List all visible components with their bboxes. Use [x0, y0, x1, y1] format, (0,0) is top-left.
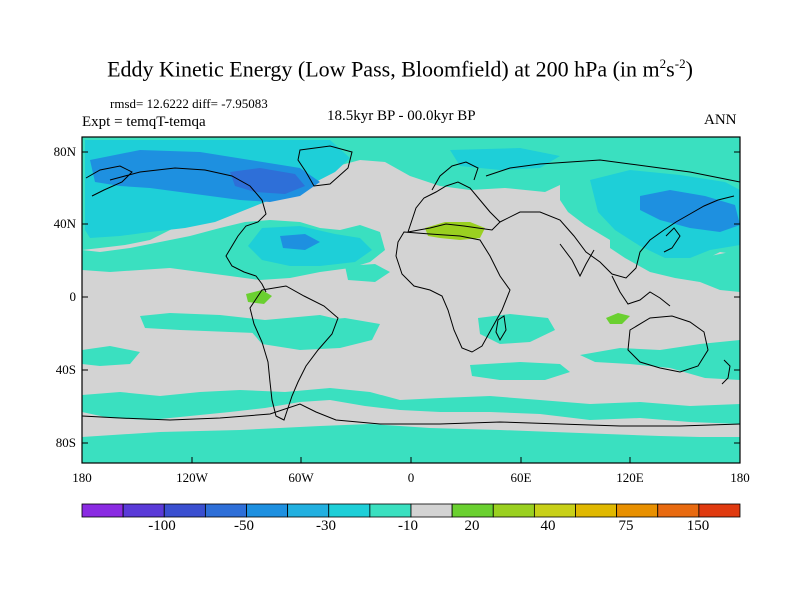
colorbar-swatch — [451, 503, 494, 518]
coast-africa — [395, 231, 511, 353]
coastlines — [82, 145, 740, 427]
colorbar-swatch — [410, 503, 453, 518]
colorbar-swatch — [204, 503, 247, 518]
colorbar-label: -100 — [148, 518, 176, 534]
contour-hudson-core — [230, 168, 305, 194]
lon-tick-180w: 180 — [72, 470, 92, 485]
lat-tick-40n: 40N — [53, 216, 76, 231]
lon-tick-120e: 120E — [616, 470, 644, 485]
colorbar-swatch — [287, 503, 330, 518]
colorbar-swatch — [328, 503, 371, 518]
coast-australia — [627, 315, 709, 373]
season-label: ANN — [704, 112, 737, 128]
experiment-label: Expt = temqT-temqa — [82, 114, 206, 130]
colorbar-swatch — [616, 503, 659, 518]
lat-tick-0: 0 — [69, 289, 77, 304]
coast-south-america — [249, 285, 339, 421]
coast-antarctica — [82, 403, 740, 427]
lat-tick-80n: 80N — [53, 144, 76, 159]
map-title: Eddy Kinetic Energy (Low Pass, Bloomfiel… — [107, 56, 693, 82]
colorbar-label: -10 — [398, 518, 418, 534]
colorbar-swatch — [122, 503, 165, 518]
coast-europe — [407, 181, 501, 233]
colorbar-swatch — [163, 503, 206, 518]
lon-tick-60w: 60W — [288, 470, 314, 485]
stats-label: rmsd= 12.6222 diff= -7.95083 — [110, 96, 268, 111]
coast-greenland — [297, 145, 353, 187]
colorbar-label: 40 — [540, 518, 556, 534]
lon-tick-120w: 120W — [176, 470, 208, 485]
contour-south-indian — [470, 362, 570, 380]
colorbar-label: -50 — [234, 518, 254, 534]
coast-madagascar — [495, 315, 507, 342]
colorbar-label: 150 — [686, 518, 710, 534]
lat-tick-80s: 80S — [55, 435, 76, 450]
colorbar-label: 75 — [618, 518, 634, 534]
lat-tick-40s: 40S — [55, 362, 76, 377]
period-label: 18.5kyr BP - 00.0kyr BP — [327, 108, 476, 124]
contour-atlantic-blue — [280, 234, 320, 250]
colorbar-swatch — [492, 503, 535, 518]
coast-india — [559, 243, 595, 278]
colorbar-swatch — [533, 503, 576, 518]
colorbar-swatch — [369, 503, 412, 518]
field-contours — [82, 137, 740, 463]
coast-scandinavia — [431, 161, 479, 191]
contour-south-atlantic — [250, 318, 380, 350]
lon-tick-180e: 180 — [730, 470, 750, 485]
contour-eastern-pacific-positive — [246, 290, 272, 304]
colorbar-swatch — [246, 503, 289, 518]
coast-asia — [499, 195, 735, 279]
colorbar-swatch — [698, 503, 741, 518]
colorbar-swatch — [81, 503, 124, 518]
coast-arctic-asia — [485, 159, 740, 183]
contour-antarctic-neutral — [82, 400, 740, 437]
coast-north-america — [109, 167, 267, 293]
colorbar — [81, 503, 741, 518]
contour-southeast-pacific — [82, 346, 140, 366]
contour-indonesia-positive — [606, 313, 630, 324]
contour-tropical-atlantic — [345, 264, 390, 282]
lon-tick-0: 0 — [407, 470, 415, 485]
axis-ticks — [81, 151, 741, 463]
lon-tick-60e: 60E — [510, 470, 532, 485]
colorbar-swatch — [575, 503, 618, 518]
coast-southeast-asia — [611, 275, 671, 307]
coast-alaska — [85, 165, 133, 197]
contour-siberia-core — [640, 190, 740, 232]
coast-new-zealand — [721, 359, 731, 385]
contour-antarctic-coast-band — [82, 424, 740, 456]
colorbar-label: -30 — [316, 518, 336, 534]
contour-australia-south — [580, 340, 740, 380]
coast-japan — [663, 227, 681, 253]
colorbar-label: 20 — [464, 518, 480, 534]
colorbar-swatch — [657, 503, 700, 518]
